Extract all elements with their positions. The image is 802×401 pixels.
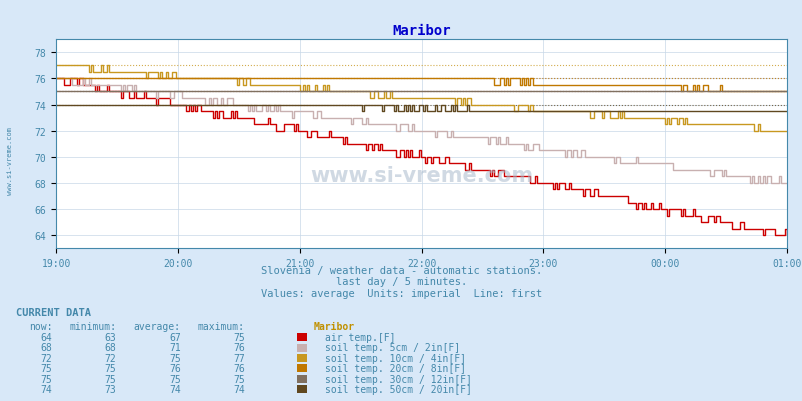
Text: now:: now: xyxy=(29,321,52,331)
Text: 72: 72 xyxy=(40,353,52,363)
Text: air temp.[F]: air temp.[F] xyxy=(325,332,395,342)
Text: www.si-vreme.com: www.si-vreme.com xyxy=(310,166,533,186)
Text: CURRENT DATA: CURRENT DATA xyxy=(16,307,91,317)
Text: 71: 71 xyxy=(168,342,180,352)
Text: 76: 76 xyxy=(168,363,180,373)
Text: minimum:: minimum: xyxy=(69,321,116,331)
Text: 75: 75 xyxy=(40,374,52,384)
Text: www.si-vreme.com: www.si-vreme.com xyxy=(6,126,13,194)
Text: 64: 64 xyxy=(40,332,52,342)
Title: Maribor: Maribor xyxy=(391,24,451,38)
Text: Slovenia / weather data - automatic stations.: Slovenia / weather data - automatic stat… xyxy=(261,265,541,275)
Text: Maribor: Maribor xyxy=(313,321,354,331)
Text: 72: 72 xyxy=(104,353,116,363)
Text: soil temp. 20cm / 8in[F]: soil temp. 20cm / 8in[F] xyxy=(325,363,466,373)
Text: Values: average  Units: imperial  Line: first: Values: average Units: imperial Line: fi… xyxy=(261,288,541,298)
Text: 77: 77 xyxy=(233,353,245,363)
Text: soil temp. 5cm / 2in[F]: soil temp. 5cm / 2in[F] xyxy=(325,342,460,352)
Text: 74: 74 xyxy=(168,384,180,394)
Text: 75: 75 xyxy=(104,374,116,384)
Text: 75: 75 xyxy=(168,374,180,384)
Text: soil temp. 10cm / 4in[F]: soil temp. 10cm / 4in[F] xyxy=(325,353,466,363)
Text: average:: average: xyxy=(133,321,180,331)
Text: 75: 75 xyxy=(233,374,245,384)
Text: 75: 75 xyxy=(168,353,180,363)
Text: last day / 5 minutes.: last day / 5 minutes. xyxy=(335,277,467,287)
Text: 76: 76 xyxy=(233,363,245,373)
Text: maximum:: maximum: xyxy=(197,321,245,331)
Text: 75: 75 xyxy=(104,363,116,373)
Text: 74: 74 xyxy=(233,384,245,394)
Text: soil temp. 50cm / 20in[F]: soil temp. 50cm / 20in[F] xyxy=(325,384,472,394)
Text: soil temp. 30cm / 12in[F]: soil temp. 30cm / 12in[F] xyxy=(325,374,472,384)
Text: 74: 74 xyxy=(40,384,52,394)
Text: 67: 67 xyxy=(168,332,180,342)
Text: 73: 73 xyxy=(104,384,116,394)
Text: 63: 63 xyxy=(104,332,116,342)
Text: 68: 68 xyxy=(40,342,52,352)
Text: 68: 68 xyxy=(104,342,116,352)
Text: 76: 76 xyxy=(233,342,245,352)
Text: 75: 75 xyxy=(40,363,52,373)
Text: 75: 75 xyxy=(233,332,245,342)
